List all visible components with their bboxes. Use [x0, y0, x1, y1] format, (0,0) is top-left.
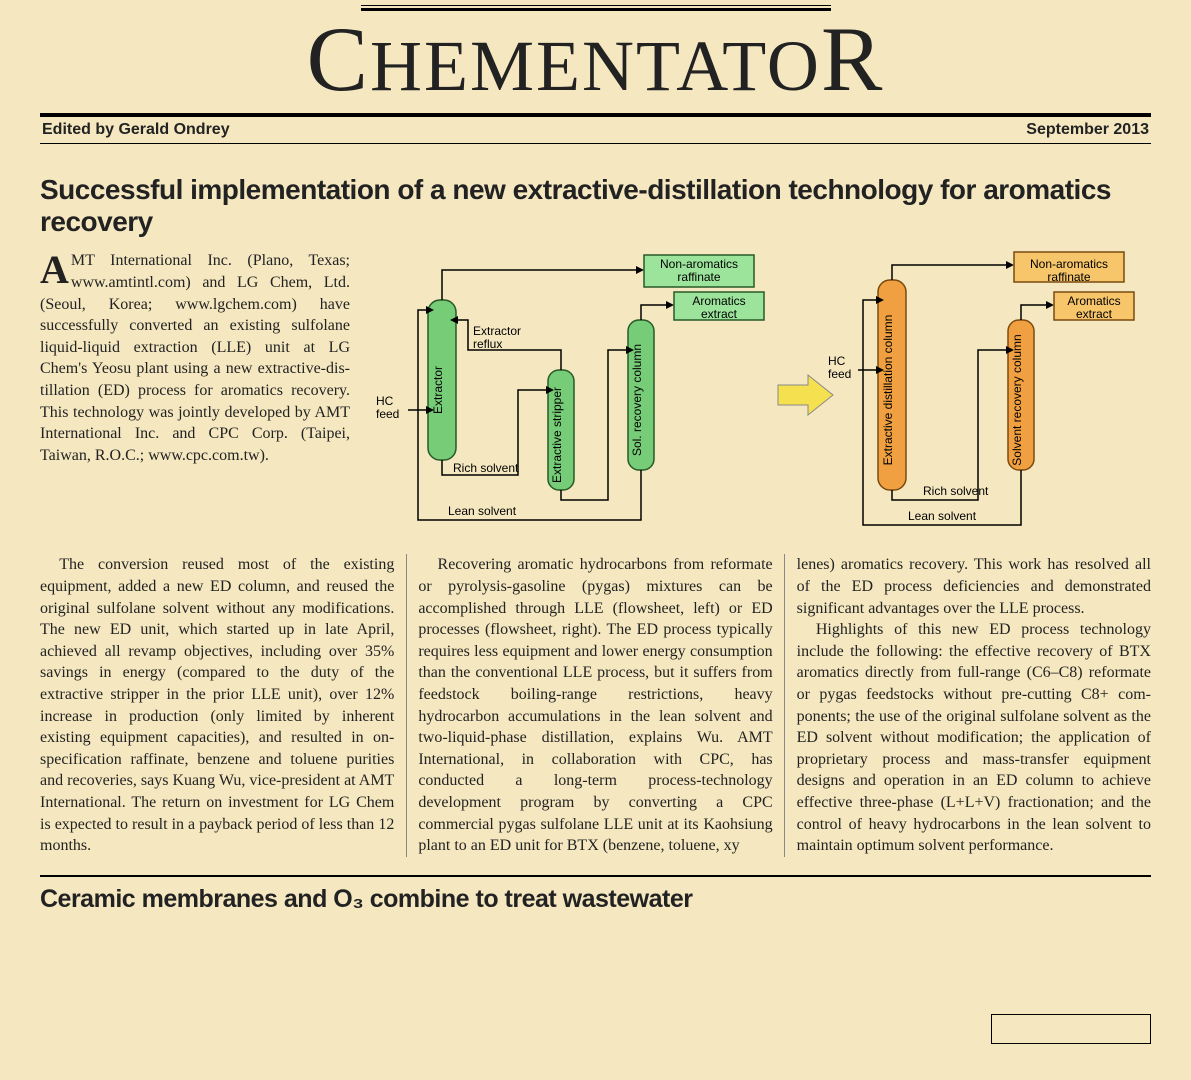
svg-text:Extractive stripper: Extractive stripper	[550, 387, 564, 483]
paragraph-4: lenes) aromatics recovery. This work has…	[797, 554, 1151, 619]
article-divider	[40, 875, 1151, 877]
lead-paragraph: MT International Inc. (Plano, Texas; www…	[40, 252, 350, 463]
edited-row: Edited by Gerald Ondrey September 2013	[40, 113, 1151, 144]
flowsheet-diagram: Extractor HCfeed Non-aromaticsraffinate …	[368, 250, 1138, 550]
article-body: AMT International Inc. (Plano, Texas; ww…	[40, 250, 1151, 1050]
svg-text:HCfeed: HCfeed	[376, 394, 399, 421]
svg-text:Lean solvent: Lean solvent	[448, 504, 517, 518]
article: Successful implementation of a new extra…	[40, 174, 1151, 1050]
svg-text:Rich solvent: Rich solvent	[453, 461, 519, 475]
issue-date: September 2013	[1026, 121, 1149, 139]
masthead-rule	[361, 5, 831, 11]
svg-text:Rich solvent: Rich solvent	[923, 484, 989, 498]
svg-text:Extractor: Extractor	[431, 366, 445, 414]
paragraph-5: Highlights of this new ED process tech­n…	[797, 619, 1151, 857]
paragraph-3: Recovering aromatic hydrocarbons from re…	[418, 554, 772, 856]
paragraph-2: The conversion reused most of the ex­ist…	[40, 554, 394, 856]
masthead-title: CHEMENTATOR	[40, 13, 1151, 105]
svg-text:Sol. recovery column: Sol. recovery column	[630, 344, 644, 456]
sidebar-box-fragment	[991, 1014, 1151, 1044]
lead-column: AMT International Inc. (Plano, Texas; ww…	[40, 250, 350, 474]
svg-text:Lean solvent: Lean solvent	[908, 509, 977, 523]
body-columns: The conversion reused most of the ex­ist…	[40, 550, 1151, 856]
article-headline: Successful implementation of a new extra…	[40, 174, 1151, 238]
masthead: CHEMENTATOR	[40, 0, 1151, 105]
svg-text:Extractive distillation column: Extractive distillation column	[881, 315, 895, 466]
editor-by: Edited by Gerald Ondrey	[42, 121, 230, 139]
svg-text:Extractorreflux: Extractorreflux	[473, 324, 521, 351]
svg-text:Solvent recovery column: Solvent recovery column	[1010, 335, 1024, 466]
second-headline: Ceramic membranes and O₃ combine to trea…	[40, 885, 1151, 914]
svg-text:HCfeed: HCfeed	[828, 354, 851, 381]
